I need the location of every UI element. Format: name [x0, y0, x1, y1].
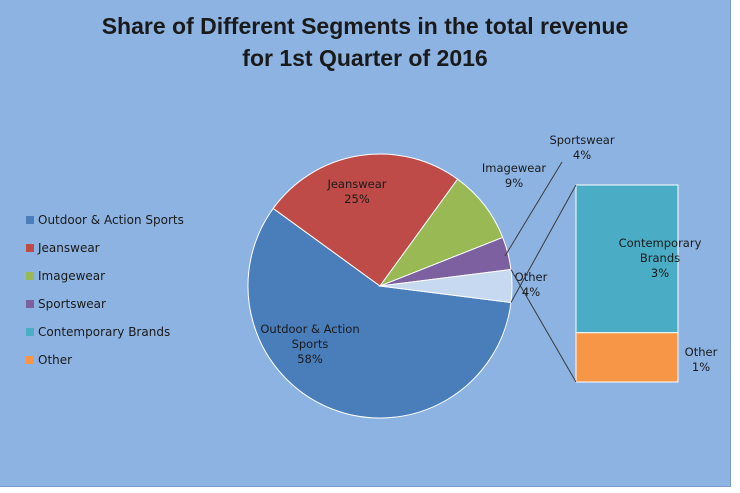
- chart-title: Share of Different Segments in the total…: [0, 10, 730, 74]
- legend-swatch: [26, 300, 34, 308]
- legend-label: Contemporary Brands: [38, 325, 171, 339]
- legend-swatch: [26, 356, 34, 364]
- legend: Outdoor & Action Sports Jeanswear Imagewea…: [26, 206, 184, 374]
- pie-chart: Outdoor & Action Sports 58% Jeanswear 25% Ima…: [247, 133, 718, 419]
- pie-slice: [247, 207, 512, 419]
- leader-line: [504, 161, 563, 257]
- legend-item: Outdoor & Action Sports: [26, 206, 184, 234]
- slice-label: Imagewear 9%: [482, 161, 547, 190]
- legend-item: Contemporary Brands: [26, 318, 184, 346]
- breakout-bar-segment: [575, 184, 679, 334]
- legend-swatch: [26, 244, 34, 252]
- legend-label: Other: [38, 353, 73, 367]
- chart-area: Share of Different Segments in the total…: [0, 0, 731, 487]
- legend-label: Sportswear: [38, 297, 106, 311]
- legend-item: Sportswear: [26, 290, 184, 318]
- legend-label: Jeanswear: [38, 241, 100, 255]
- legend-swatch: [26, 216, 34, 224]
- legend-swatch: [26, 328, 34, 336]
- chart-title-line-1: Share of Different Segments in the total…: [101, 13, 629, 39]
- leader-line: [498, 197, 510, 215]
- slice-label: Outdoor & Action Sports 58%: [260, 322, 359, 366]
- legend-item: Imagewear: [26, 262, 184, 290]
- legend-swatch: [26, 272, 34, 280]
- connector-line: [510, 184, 577, 303]
- legend-item: Jeanswear: [26, 234, 184, 262]
- legend-item: Other: [26, 346, 184, 374]
- breakout-label: Other 1%: [685, 345, 718, 374]
- breakout-label: Contemporary Brands 3%: [619, 236, 702, 280]
- chart-title-line-2: for 1st Quarter of 2016: [242, 45, 488, 71]
- pie-slice: [272, 153, 459, 287]
- slice-label: Jeanswear 25%: [326, 177, 386, 206]
- breakout-bar-segment: [575, 332, 679, 383]
- legend-label: Imagewear: [38, 269, 106, 283]
- connector-line: [510, 269, 577, 383]
- slice-label: Sportswear 4%: [549, 133, 614, 162]
- legend-label: Outdoor & Action Sports: [38, 213, 184, 227]
